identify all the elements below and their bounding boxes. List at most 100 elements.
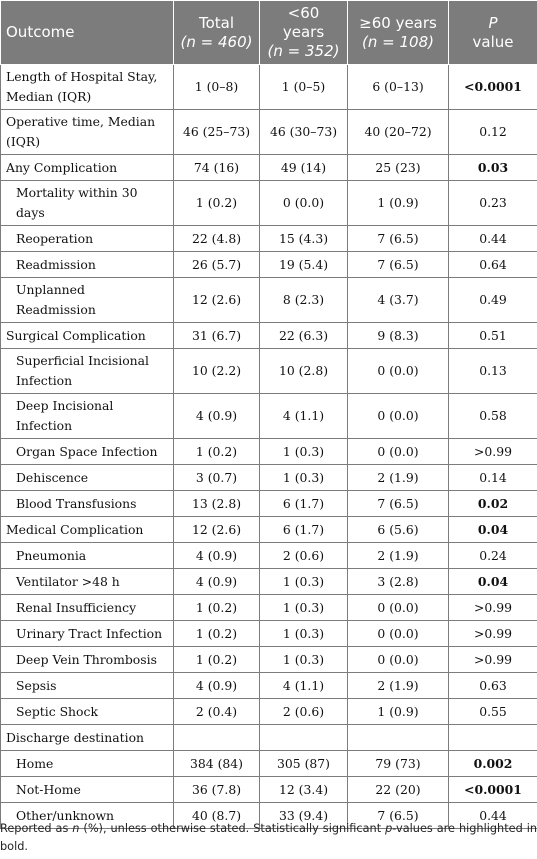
row-label: Renal Insufficiency: [0, 594, 174, 621]
age-60-plus-cell: 2 (1.9): [347, 672, 449, 699]
under-60-cell: 1 (0.3): [259, 646, 348, 673]
table-row: Length of Hospital Stay, Median (IQR) 1 (…: [0, 64, 537, 110]
under-60-cell: 46 (30–73): [259, 109, 348, 155]
table-row: Renal Insufficiency 1 (0.2) 1 (0.3) 0 (0.0)…: [0, 594, 537, 621]
p-value-cell: <0.0001: [448, 776, 537, 803]
total-cell: 40 (8.7): [173, 802, 260, 829]
age-60-plus-cell: 6 (5.6): [347, 516, 449, 543]
under-60-cell: 2 (0.6): [259, 698, 348, 725]
under-60-cell: 4 (1.1): [259, 393, 348, 439]
total-cell: 1 (0.2): [173, 438, 260, 465]
table-row: Reoperation 22 (4.8) 15 (4.3) 7 (6.5) 0.44: [0, 225, 537, 252]
row-label: Sepsis: [0, 672, 174, 699]
p-value-cell: 0.63: [448, 672, 537, 699]
under-60-cell: 6 (1.7): [259, 490, 348, 517]
under-60-cell: 6 (1.7): [259, 516, 348, 543]
row-label: Blood Transfusions: [0, 490, 174, 517]
p-value-cell: <0.0001: [448, 64, 537, 110]
header-total: Total (n = 460): [173, 0, 260, 65]
age-60-plus-cell: 7 (6.5): [347, 251, 449, 278]
age-60-plus-cell: 0 (0.0): [347, 393, 449, 439]
under-60-cell: 1 (0.3): [259, 620, 348, 647]
table-row: Readmission 26 (5.7) 19 (5.4) 7 (6.5) 0.64: [0, 251, 537, 278]
age-60-plus-cell: 7 (6.5): [347, 802, 449, 829]
age-60-plus-cell: 0 (0.0): [347, 646, 449, 673]
age-60-plus-cell: 7 (6.5): [347, 225, 449, 252]
table-footnote: Reported as n (%), unless otherwise stat…: [0, 822, 537, 853]
row-label: Any Complication: [0, 154, 174, 181]
total-cell: 384 (84): [173, 750, 260, 777]
age-60-plus-cell: 40 (20–72): [347, 109, 449, 155]
table-row: Deep Vein Thrombosis 1 (0.2) 1 (0.3) 0 (0.0…: [0, 646, 537, 673]
row-label: Deep Vein Thrombosis: [0, 646, 174, 673]
p-value-cell: [448, 724, 537, 751]
table-row: Operative time, Median (IQR) 46 (25–73) 46…: [0, 109, 537, 155]
header-under-60: <60 years (n = 352): [259, 0, 348, 65]
under-60-cell: 19 (5.4): [259, 251, 348, 278]
age-60-plus-cell: 3 (2.8): [347, 568, 449, 595]
age-60-plus-cell: 2 (1.9): [347, 542, 449, 569]
row-label: Septic Shock: [0, 698, 174, 725]
header-60-plus: ≥60 years (n = 108): [347, 0, 449, 65]
total-cell: 12 (2.6): [173, 516, 260, 543]
row-label: Not-Home: [0, 776, 174, 803]
table-row: Other/unknown 40 (8.7) 33 (9.4) 7 (6.5) 0.44: [0, 802, 537, 829]
total-cell: [173, 724, 260, 751]
age-60-plus-cell: 0 (0.0): [347, 438, 449, 465]
p-value-cell: 0.24: [448, 542, 537, 569]
table-row: Blood Transfusions 13 (2.8) 6 (1.7) 7 (6.5)…: [0, 490, 537, 517]
p-value-cell: 0.55: [448, 698, 537, 725]
under-60-cell: [259, 724, 348, 751]
total-cell: 36 (7.8): [173, 776, 260, 803]
p-value-cell: 0.12: [448, 109, 537, 155]
table-row: Urinary Tract Infection 1 (0.2) 1 (0.3) 0 (…: [0, 620, 537, 647]
header-outcome: Outcome: [0, 0, 174, 65]
p-value-cell: 0.03: [448, 154, 537, 181]
total-cell: 46 (25–73): [173, 109, 260, 155]
age-60-plus-cell: 0 (0.0): [347, 348, 449, 394]
p-value-cell: 0.002: [448, 750, 537, 777]
table-body: Length of Hospital Stay, Median (IQR) 1 (…: [0, 64, 537, 829]
row-label: Reoperation: [0, 225, 174, 252]
p-value-cell: 0.58: [448, 393, 537, 439]
p-value-cell: 0.04: [448, 568, 537, 595]
under-60-cell: 0 (0.0): [259, 180, 348, 226]
total-cell: 22 (4.8): [173, 225, 260, 252]
under-60-cell: 10 (2.8): [259, 348, 348, 394]
age-60-plus-cell: 4 (3.7): [347, 277, 449, 323]
p-value-cell: 0.44: [448, 225, 537, 252]
age-60-plus-cell: 7 (6.5): [347, 490, 449, 517]
total-cell: 10 (2.2): [173, 348, 260, 394]
age-60-plus-cell: 25 (23): [347, 154, 449, 181]
total-cell: 1 (0.2): [173, 180, 260, 226]
row-label: Surgical Complication: [0, 322, 174, 349]
age-60-plus-cell: 2 (1.9): [347, 464, 449, 491]
total-cell: 4 (0.9): [173, 393, 260, 439]
row-label: Ventilator >48 h: [0, 568, 174, 595]
under-60-cell: 12 (3.4): [259, 776, 348, 803]
age-60-plus-cell: 79 (73): [347, 750, 449, 777]
under-60-cell: 4 (1.1): [259, 672, 348, 699]
table-row: Medical Complication 12 (2.6) 6 (1.7) 6 (5.…: [0, 516, 537, 543]
total-cell: 26 (5.7): [173, 251, 260, 278]
p-value-cell: >0.99: [448, 620, 537, 647]
under-60-cell: 1 (0.3): [259, 594, 348, 621]
table-row: Any Complication 74 (16) 49 (14) 25 (23) 0.0…: [0, 154, 537, 181]
row-label: Home: [0, 750, 174, 777]
under-60-cell: 15 (4.3): [259, 225, 348, 252]
age-60-plus-cell: 6 (0–13): [347, 64, 449, 110]
row-label: Other/unknown: [0, 802, 174, 829]
age-60-plus-cell: 1 (0.9): [347, 698, 449, 725]
p-value-cell: 0.49: [448, 277, 537, 323]
row-label: Urinary Tract Infection: [0, 620, 174, 647]
table-row: Unplanned Readmission 12 (2.6) 8 (2.3) 4 (3…: [0, 277, 537, 323]
under-60-cell: 305 (87): [259, 750, 348, 777]
row-label: Mortality within 30 days: [0, 180, 174, 226]
row-label: Dehiscence: [0, 464, 174, 491]
under-60-cell: 1 (0–5): [259, 64, 348, 110]
table-row: Septic Shock 2 (0.4) 2 (0.6) 1 (0.9) 0.55: [0, 698, 537, 725]
total-cell: 3 (0.7): [173, 464, 260, 491]
outcomes-table: Outcome Total (n = 460) <60 years (n = 352…: [0, 0, 537, 829]
